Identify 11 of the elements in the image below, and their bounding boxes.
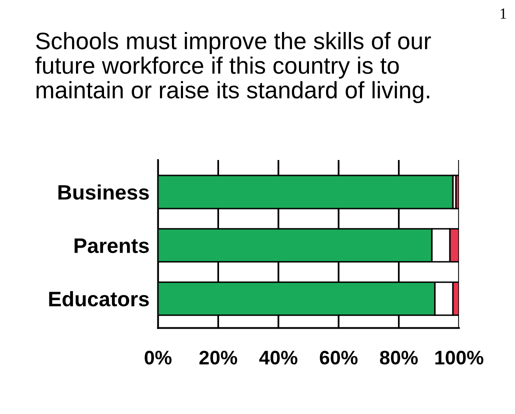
chart-title: Schools must improve the skills of our future workforce if this country is to maintain or raise its standard of living. [35,32,431,104]
text: 1 [500,8,506,19]
x-tick-label: 80% [380,350,418,365]
x-tick-label: 20% [199,350,238,365]
y-tick-label: Parents [74,238,149,254]
y-tick-label: Business [58,184,149,200]
x-tick-label: 60% [320,350,358,365]
x-tick-label: 100% [435,350,484,365]
y-tick-label: Educators [49,291,149,306]
x-tick-label: 0% [144,350,172,365]
x-tick-label: 40% [259,350,298,365]
